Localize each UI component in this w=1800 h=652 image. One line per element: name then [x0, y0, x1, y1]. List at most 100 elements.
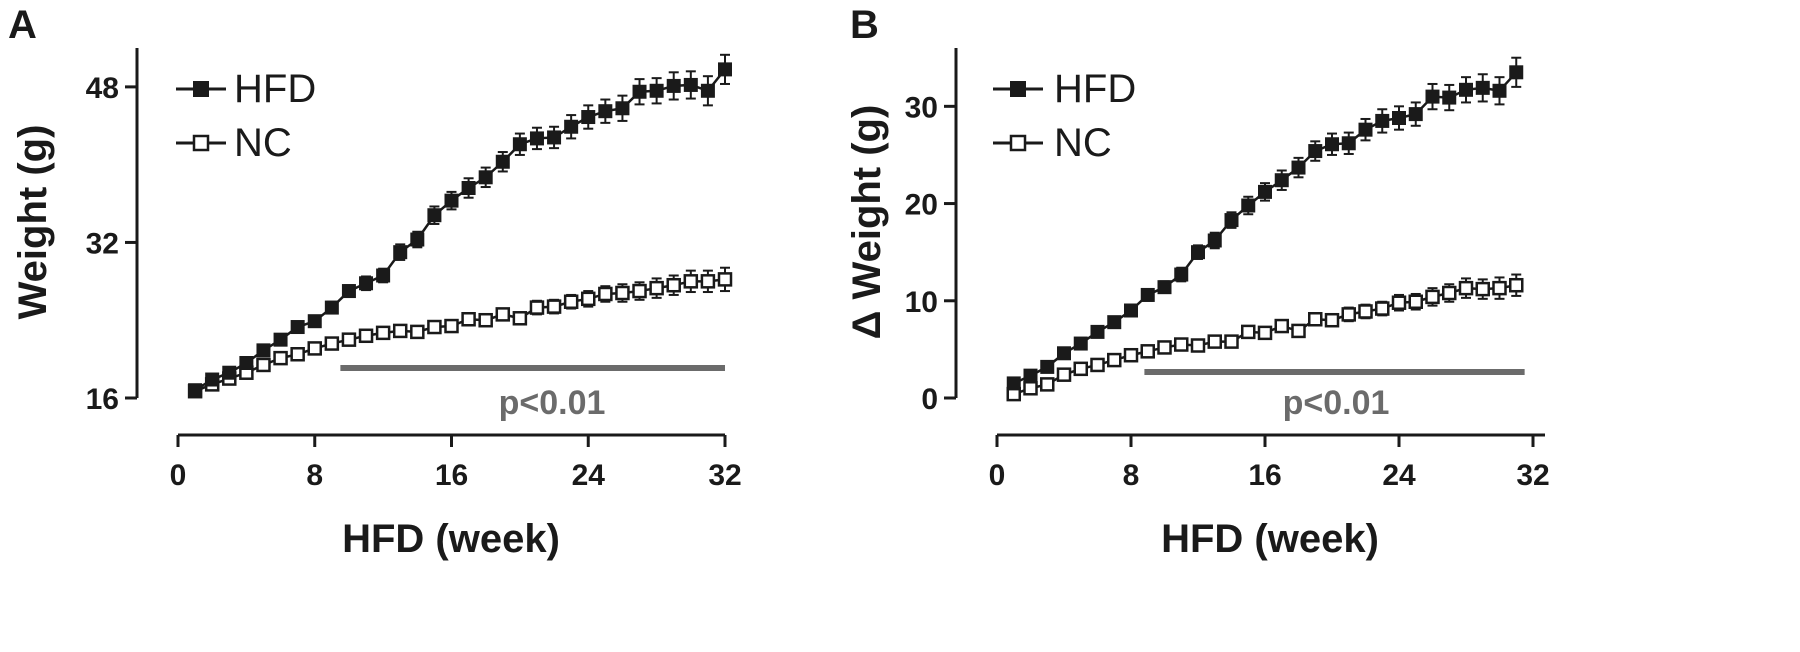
panel-b-series-nc: [1006, 273, 1524, 402]
panel-a-series-nc: [187, 266, 733, 399]
hfd-point: [1475, 80, 1490, 95]
panel-b-legend-hfd-marker: [1010, 81, 1026, 97]
nc-point: [444, 318, 459, 334]
nc-point: [563, 294, 579, 309]
nc-point: [1123, 347, 1139, 363]
hfd-point: [376, 268, 391, 283]
nc-point: [427, 319, 442, 335]
nc-point: [1391, 295, 1407, 310]
panel-b-x-ticks: 0 8 16 24 32: [989, 435, 1550, 492]
hfd-point: [1358, 122, 1373, 137]
panel-b-y-axis-label: Δ Weight (g): [845, 105, 889, 340]
hfd-point: [666, 78, 681, 93]
nc-point: [478, 312, 493, 328]
nc-point: [649, 280, 664, 296]
nc-point: [1308, 312, 1323, 327]
y-tick-label: 32: [86, 227, 119, 260]
hfd-point: [188, 383, 203, 398]
nc-point: [1492, 280, 1507, 296]
hfd-point: [1408, 107, 1423, 122]
panel-b-x-axis-label: HFD (week): [1161, 517, 1379, 561]
hfd-point: [1073, 336, 1088, 351]
nc-point: [461, 312, 476, 327]
hfd-point: [1140, 287, 1155, 302]
hfd-point: [1375, 113, 1390, 128]
nc-point: [273, 350, 288, 366]
x-tick-label: 0: [170, 459, 187, 492]
panel-a-series-hfd: [188, 53, 732, 398]
nc-point: [700, 274, 716, 289]
hfd-point: [1442, 90, 1457, 105]
nc-point: [1458, 280, 1474, 296]
panel-a-legend-hfd-marker: [193, 81, 209, 97]
panel-b-letter: B: [850, 3, 879, 47]
panel-b: B 0 10 20 30 0 8 16 24 32 Δ Weight (g) HFD (wee…: [845, 3, 1550, 561]
nc-point: [307, 341, 322, 356]
hfd-point: [1057, 346, 1071, 361]
nc-point: [1174, 337, 1189, 352]
hfd-point: [1090, 324, 1105, 339]
hfd-point: [1006, 376, 1021, 391]
hfd-point: [495, 154, 510, 169]
hfd-point: [427, 208, 442, 223]
nc-point: [581, 291, 596, 307]
hfd-point: [1459, 82, 1473, 97]
hfd-point: [307, 314, 322, 329]
y-tick-label: 20: [905, 189, 938, 222]
y-tick-label: 16: [86, 383, 119, 416]
hfd-point: [1291, 160, 1306, 175]
nc-point: [1475, 281, 1490, 297]
hfd-point: [1341, 136, 1356, 151]
nc-point: [615, 285, 630, 301]
nc-point: [1157, 340, 1172, 355]
hfd-point: [1274, 173, 1289, 188]
hfd-point: [290, 320, 305, 335]
nc-point: [598, 286, 613, 302]
nc-point: [1341, 307, 1356, 322]
nc-point: [683, 274, 699, 289]
hfd-point: [239, 356, 254, 370]
nc-point: [666, 277, 681, 293]
panel-b-series-hfd: [1006, 56, 1524, 391]
hfd-point: [1023, 368, 1038, 383]
nc-point: [1509, 277, 1524, 293]
nc-point: [375, 325, 391, 341]
hfd-point: [683, 77, 698, 92]
hfd-point: [410, 232, 425, 247]
hfd-point: [564, 119, 579, 134]
hfd-point: [632, 84, 647, 99]
panel-b-significance-label: p<0.01: [1283, 384, 1390, 422]
panel-a-significance-label: p<0.01: [499, 384, 606, 422]
hfd-point: [1124, 303, 1138, 318]
nc-point: [512, 311, 528, 326]
nc-point: [1257, 325, 1273, 341]
nc-point: [1090, 357, 1105, 373]
hfd-point: [256, 343, 271, 358]
panel-a-x-axis-label: HFD (week): [342, 517, 560, 561]
hfd-point: [1392, 111, 1406, 125]
panel-a-legend: HFD NC: [176, 67, 316, 165]
y-tick-label: 48: [86, 72, 119, 105]
nc-point: [1358, 304, 1373, 319]
x-tick-label: 16: [435, 459, 468, 492]
hfd-point: [529, 131, 544, 146]
hfd-point: [1241, 198, 1256, 213]
hfd-point: [512, 137, 527, 152]
hfd-point: [649, 83, 664, 98]
hfd-point: [615, 101, 630, 116]
nc-point: [290, 347, 305, 362]
hfd-point: [598, 104, 613, 119]
nc-point: [1107, 352, 1122, 368]
y-tick-label: 30: [905, 91, 938, 124]
nc-point: [392, 323, 408, 339]
hfd-point: [359, 276, 374, 291]
x-tick-label: 24: [1382, 459, 1416, 492]
panel-a-x-ticks: 0 8 16 24 32: [170, 435, 742, 492]
hfd-point: [205, 372, 220, 387]
nc-point: [256, 357, 271, 373]
hfd-point: [1107, 315, 1122, 330]
hfd-point: [1325, 137, 1339, 152]
x-tick-label: 24: [572, 459, 606, 492]
x-tick-label: 16: [1248, 459, 1281, 492]
